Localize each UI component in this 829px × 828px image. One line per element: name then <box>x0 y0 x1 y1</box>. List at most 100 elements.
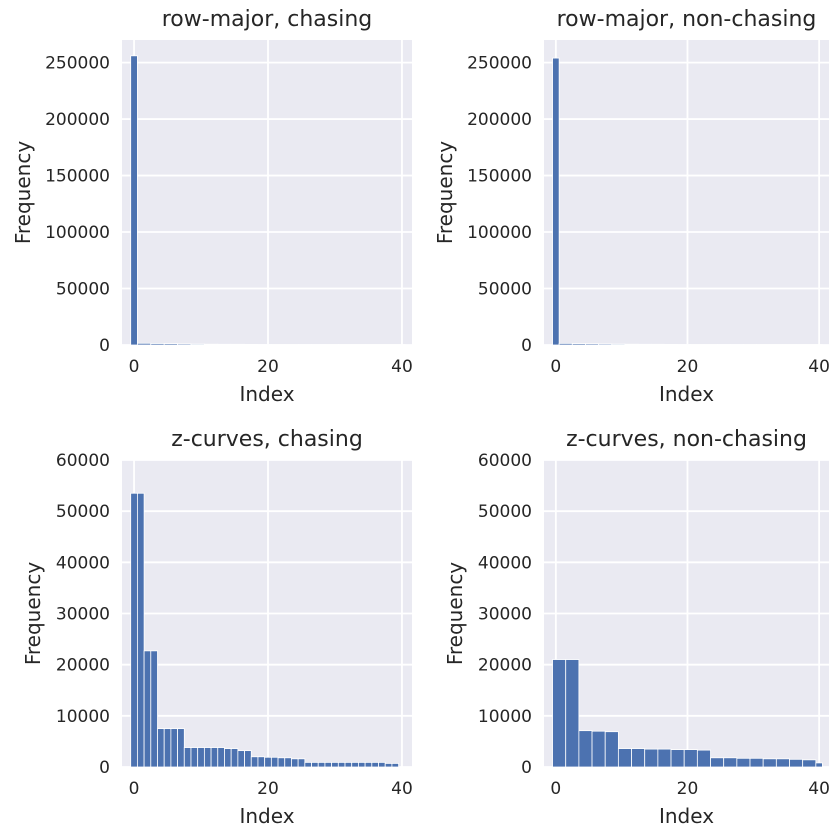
x-tick-label: 40 <box>808 357 829 377</box>
histogram-bar <box>143 650 152 768</box>
chart-title: row-major, non-chasing <box>557 7 817 32</box>
histogram-bar <box>257 756 266 768</box>
histogram-bar <box>244 750 252 768</box>
y-tick-label: 0 <box>521 758 532 778</box>
chart-title: z-curves, non-chasing <box>566 427 807 452</box>
histogram-bar <box>177 728 185 768</box>
histogram-bar <box>351 761 359 768</box>
histogram-bar <box>552 659 567 768</box>
subplot-2: 0 50000 100000 150000 200000 250000 0 20 40 row-m… <box>433 7 829 406</box>
histogram-bar <box>284 757 292 768</box>
histogram-bar <box>650 343 665 346</box>
plot-background <box>122 40 412 345</box>
y-tick-label: 50000 <box>56 280 110 300</box>
x-tick-label: 0 <box>550 779 561 799</box>
histogram-bar <box>137 342 152 346</box>
y-axis-label: Frequency <box>443 562 467 665</box>
y-axis-label: Frequency <box>433 141 457 244</box>
histogram-bar <box>578 730 593 768</box>
histogram-bar <box>598 343 613 346</box>
chart-title: row-major, chasing <box>162 7 372 32</box>
histogram-bar <box>331 761 339 768</box>
histogram-bar <box>163 728 172 768</box>
y-tick-label: 0 <box>99 336 110 356</box>
histogram-bar <box>789 758 804 768</box>
y-tick-label: 200000 <box>45 110 110 130</box>
histogram-bar <box>264 756 272 768</box>
histogram-bar <box>670 749 685 768</box>
histogram-bar <box>736 757 751 768</box>
histogram-bar <box>802 759 817 768</box>
subplot-4: 0 10000 20000 30000 40000 50000 60000 0 20 40 z-cu… <box>443 427 829 828</box>
histogram-bar <box>177 343 192 346</box>
y-tick-label: 10000 <box>478 707 532 727</box>
histogram-bar <box>391 763 400 768</box>
histogram-bar <box>203 747 212 768</box>
y-tick-label: 150000 <box>45 167 110 187</box>
histogram-bar <box>631 748 646 768</box>
histogram-bar <box>637 343 652 346</box>
histogram-bar <box>337 761 346 768</box>
histogram-bar <box>190 343 205 346</box>
histogram-bar <box>723 757 738 768</box>
histogram-bar <box>230 343 245 346</box>
histogram-bar <box>371 761 379 768</box>
histogram-bar <box>257 344 272 346</box>
histogram-bar <box>344 761 353 768</box>
histogram-bar <box>664 343 679 346</box>
histogram-bar <box>277 757 286 768</box>
histogram-bar <box>137 492 145 768</box>
y-tick-label: 30000 <box>478 605 532 625</box>
histogram-bar <box>130 55 138 346</box>
histogram-bar <box>203 343 219 346</box>
histogram-bar <box>657 748 672 768</box>
histogram-bar <box>710 757 725 768</box>
subplot-1: 0 50000 100000 150000 200000 250000 0 20 40 row-m… <box>11 7 413 406</box>
histogram-bar <box>150 343 165 346</box>
histogram-bar <box>696 749 711 768</box>
y-axis-label: Frequency <box>21 562 45 665</box>
y-tick-label: 50000 <box>478 502 532 522</box>
y-tick-label: 60000 <box>478 451 532 471</box>
histogram-bar <box>224 748 232 768</box>
histogram-bar <box>378 761 386 768</box>
y-tick-label: 250000 <box>45 54 110 74</box>
histogram-bar <box>611 343 626 346</box>
y-tick-label: 30000 <box>56 605 110 625</box>
x-tick-label: 0 <box>550 357 561 377</box>
x-axis-label: Index <box>239 804 294 828</box>
y-tick-label: 20000 <box>56 656 110 676</box>
x-tick-label: 20 <box>677 779 699 799</box>
histogram-bar <box>297 758 306 768</box>
histogram-bar <box>604 731 619 768</box>
histogram-bar <box>644 748 659 768</box>
y-tick-label: 50000 <box>478 280 532 300</box>
histogram-bar <box>197 747 205 768</box>
x-tick-label: 40 <box>391 779 413 799</box>
y-tick-label: 0 <box>521 336 532 356</box>
y-tick-label: 0 <box>99 758 110 778</box>
histogram-bar <box>150 650 158 768</box>
histogram-bar <box>244 343 259 346</box>
histogram-bar <box>558 343 573 346</box>
histogram-bar <box>571 343 586 346</box>
histogram-bar <box>358 761 366 768</box>
histogram-bar <box>384 763 393 768</box>
histogram-bar <box>552 57 560 346</box>
histogram-bar <box>617 748 632 768</box>
histogram-bar <box>183 747 192 768</box>
x-axis-label: Index <box>659 382 714 406</box>
histogram-bar <box>624 343 639 346</box>
y-tick-label: 40000 <box>478 553 532 573</box>
histogram-bar <box>270 756 279 768</box>
histogram-bar <box>749 757 764 768</box>
histogram-bar <box>230 748 239 768</box>
y-tick-label: 40000 <box>56 553 110 573</box>
histogram-bar <box>311 761 319 768</box>
histogram-bar <box>237 750 245 768</box>
histogram-bar <box>210 747 219 768</box>
histogram-bar <box>157 728 165 768</box>
histogram-bar <box>364 761 373 768</box>
y-tick-label: 10000 <box>56 707 110 727</box>
histogram-bar <box>130 492 138 768</box>
